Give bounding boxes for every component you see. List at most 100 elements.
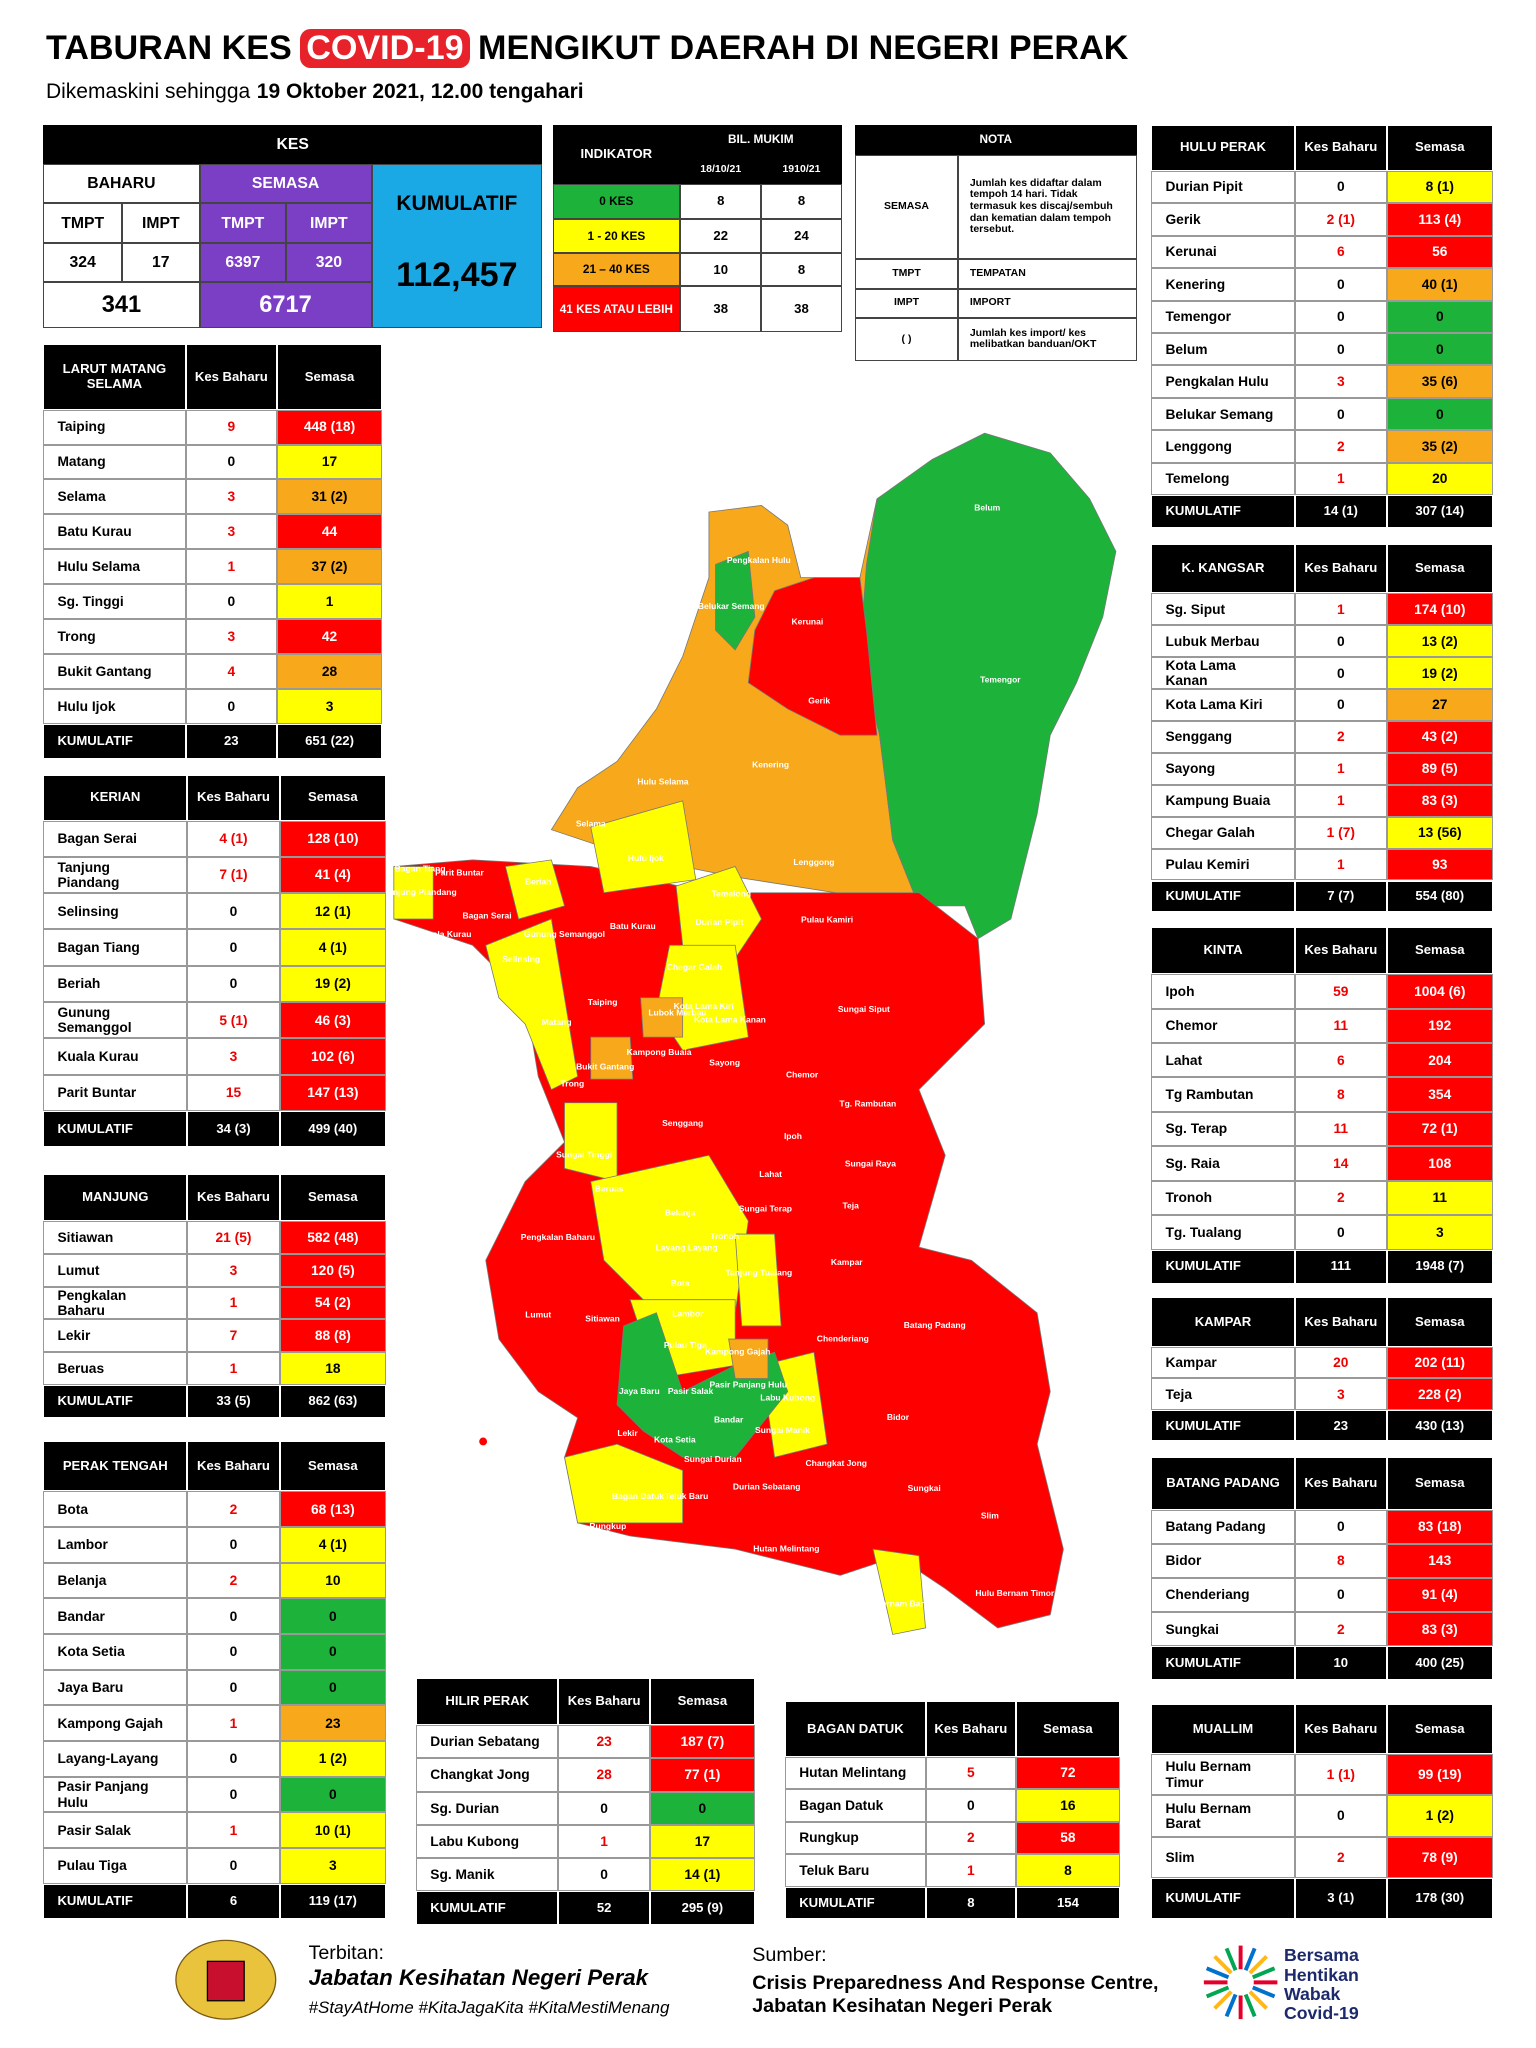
cell: 22 (680, 219, 762, 254)
cell: Hulu Selama (43, 549, 186, 585)
logo-ray (1243, 1993, 1257, 2018)
map-label: Durian Pipit (696, 917, 744, 927)
cell: 1 (187, 1705, 280, 1741)
total-cell: 119 (17) (279, 1883, 386, 1920)
map-label: Chemor (786, 1069, 819, 1079)
cell: Lahat (1151, 1042, 1295, 1078)
cell: 0 (558, 1791, 650, 1825)
cell: 59 (1294, 974, 1387, 1009)
cell: 40 (1) (1386, 268, 1493, 301)
logo-ray (1251, 1966, 1276, 1980)
cell: 10 (279, 1562, 386, 1599)
cell: Hutan Melintang (785, 1756, 926, 1790)
total-cell: KUMULATIF (43, 1385, 188, 1418)
total-cell: KUMULATIF (43, 1883, 188, 1920)
table-header: LARUT MATANG SELAMA (43, 343, 186, 410)
cell: 3 (277, 688, 383, 724)
cell: 19 (2) (279, 965, 386, 1003)
cell: 1 (2) (279, 1741, 386, 1777)
cell: Bagan Tiang (43, 929, 188, 966)
cell: Durian Pipit (1151, 170, 1295, 204)
map-label: Senggang (662, 1118, 703, 1128)
map-label: Selinsing (502, 954, 540, 964)
cell: 6717 (199, 282, 372, 329)
table-header: Kes Baharu (1294, 926, 1387, 975)
cell: Bagan Serai (43, 820, 188, 857)
cell: 108 (1386, 1146, 1493, 1181)
map-label: Batu Kurau (610, 921, 656, 931)
table-header: Kes Baharu (1294, 124, 1387, 171)
cell: 0 (649, 1791, 755, 1825)
cell: 68 (13) (279, 1491, 386, 1528)
cell: 89 (5) (1386, 752, 1493, 785)
cell: 20 (1386, 462, 1493, 496)
cell: 0 (185, 688, 278, 724)
cell: 13 (56) (1386, 816, 1493, 849)
cell: 1 (7) (1294, 816, 1387, 849)
map-label: Kota Lama Kiri (674, 1001, 734, 1011)
table-header: Kes Baharu (1294, 543, 1387, 594)
map-label: Hulu Bernam Barat (854, 1599, 931, 1609)
cell: 0 (279, 1598, 386, 1634)
cell: Jumlah kes didaftar dalam tempoh 14 hari… (958, 154, 1137, 259)
total-cell: KUMULATIF (1151, 495, 1295, 528)
table-header: Kes Baharu (558, 1677, 650, 1726)
cell: 8 (680, 183, 762, 220)
table-header: MANJUNG (43, 1173, 188, 1221)
map-label: Changkat Jong (806, 1458, 868, 1468)
cell: Chemor (1151, 1008, 1295, 1043)
cell: 35 (2) (1386, 430, 1493, 463)
cell: 1 (558, 1824, 650, 1859)
cell: 112,457 (396, 255, 518, 294)
cell: Gerik (1151, 203, 1295, 236)
map-region (715, 550, 756, 651)
map-region (564, 1443, 684, 1524)
cell: 0 (1294, 1795, 1387, 1837)
total-cell: 14 (1) (1294, 495, 1387, 528)
cell: 38 (680, 286, 762, 333)
total-cell: KUMULATIF (785, 1886, 926, 1920)
map-region (393, 866, 434, 920)
table-header: Semasa (279, 774, 386, 821)
map-label: Sungai Terap (739, 1203, 792, 1213)
cell: 0 (187, 1669, 280, 1706)
map-region (859, 432, 1117, 940)
table-header: Semasa (1386, 1297, 1493, 1347)
cell: 2 (1294, 1180, 1387, 1216)
cell: 147 (13) (279, 1074, 386, 1112)
cell: 3 (1294, 1378, 1387, 1410)
subtitle-part: Dikemaskini sehingga (45, 80, 251, 104)
cell: Bota (43, 1491, 188, 1528)
cell: Selama (43, 479, 186, 515)
cell: 582 (48) (279, 1220, 386, 1254)
cell: 3 (185, 619, 278, 655)
map-label: Temelong (711, 888, 751, 898)
cell: Sayong (1151, 752, 1295, 785)
cell: 0 (1294, 1578, 1387, 1613)
cell: Belum (1151, 332, 1295, 366)
map-label: Jaya Baru (619, 1386, 660, 1396)
cell: 8 (761, 183, 842, 220)
table-header: Semasa (277, 343, 383, 410)
map-label: Lambor (672, 1308, 704, 1318)
cell: 0 (187, 1634, 280, 1670)
cell: 202 (11) (1386, 1346, 1493, 1379)
cell: 58 (1016, 1821, 1120, 1855)
title: TABURAN KES COVID-19 MENGIKUT DAERAH DI NE… (46, 28, 1128, 68)
map-label: Tanjung Piandang (384, 887, 457, 897)
total-cell: KUMULATIF (43, 1111, 188, 1148)
cell: 0 (187, 893, 280, 930)
map-label: Parit Buntar (435, 867, 484, 877)
table-header: KERIAN (43, 774, 188, 821)
map-label: Sungai Tinggi (556, 1150, 612, 1160)
cell: IMPT (854, 288, 959, 318)
cell: 2 (1294, 430, 1387, 463)
cell: Trong (43, 619, 186, 655)
cell: 1 (1) (1294, 1753, 1387, 1796)
cell: 0 (187, 929, 280, 966)
logo-ray (1224, 1947, 1238, 1971)
map-label: Sayong (709, 1058, 740, 1068)
cell: 0 (1294, 689, 1387, 721)
cell: ( ) (854, 317, 959, 361)
